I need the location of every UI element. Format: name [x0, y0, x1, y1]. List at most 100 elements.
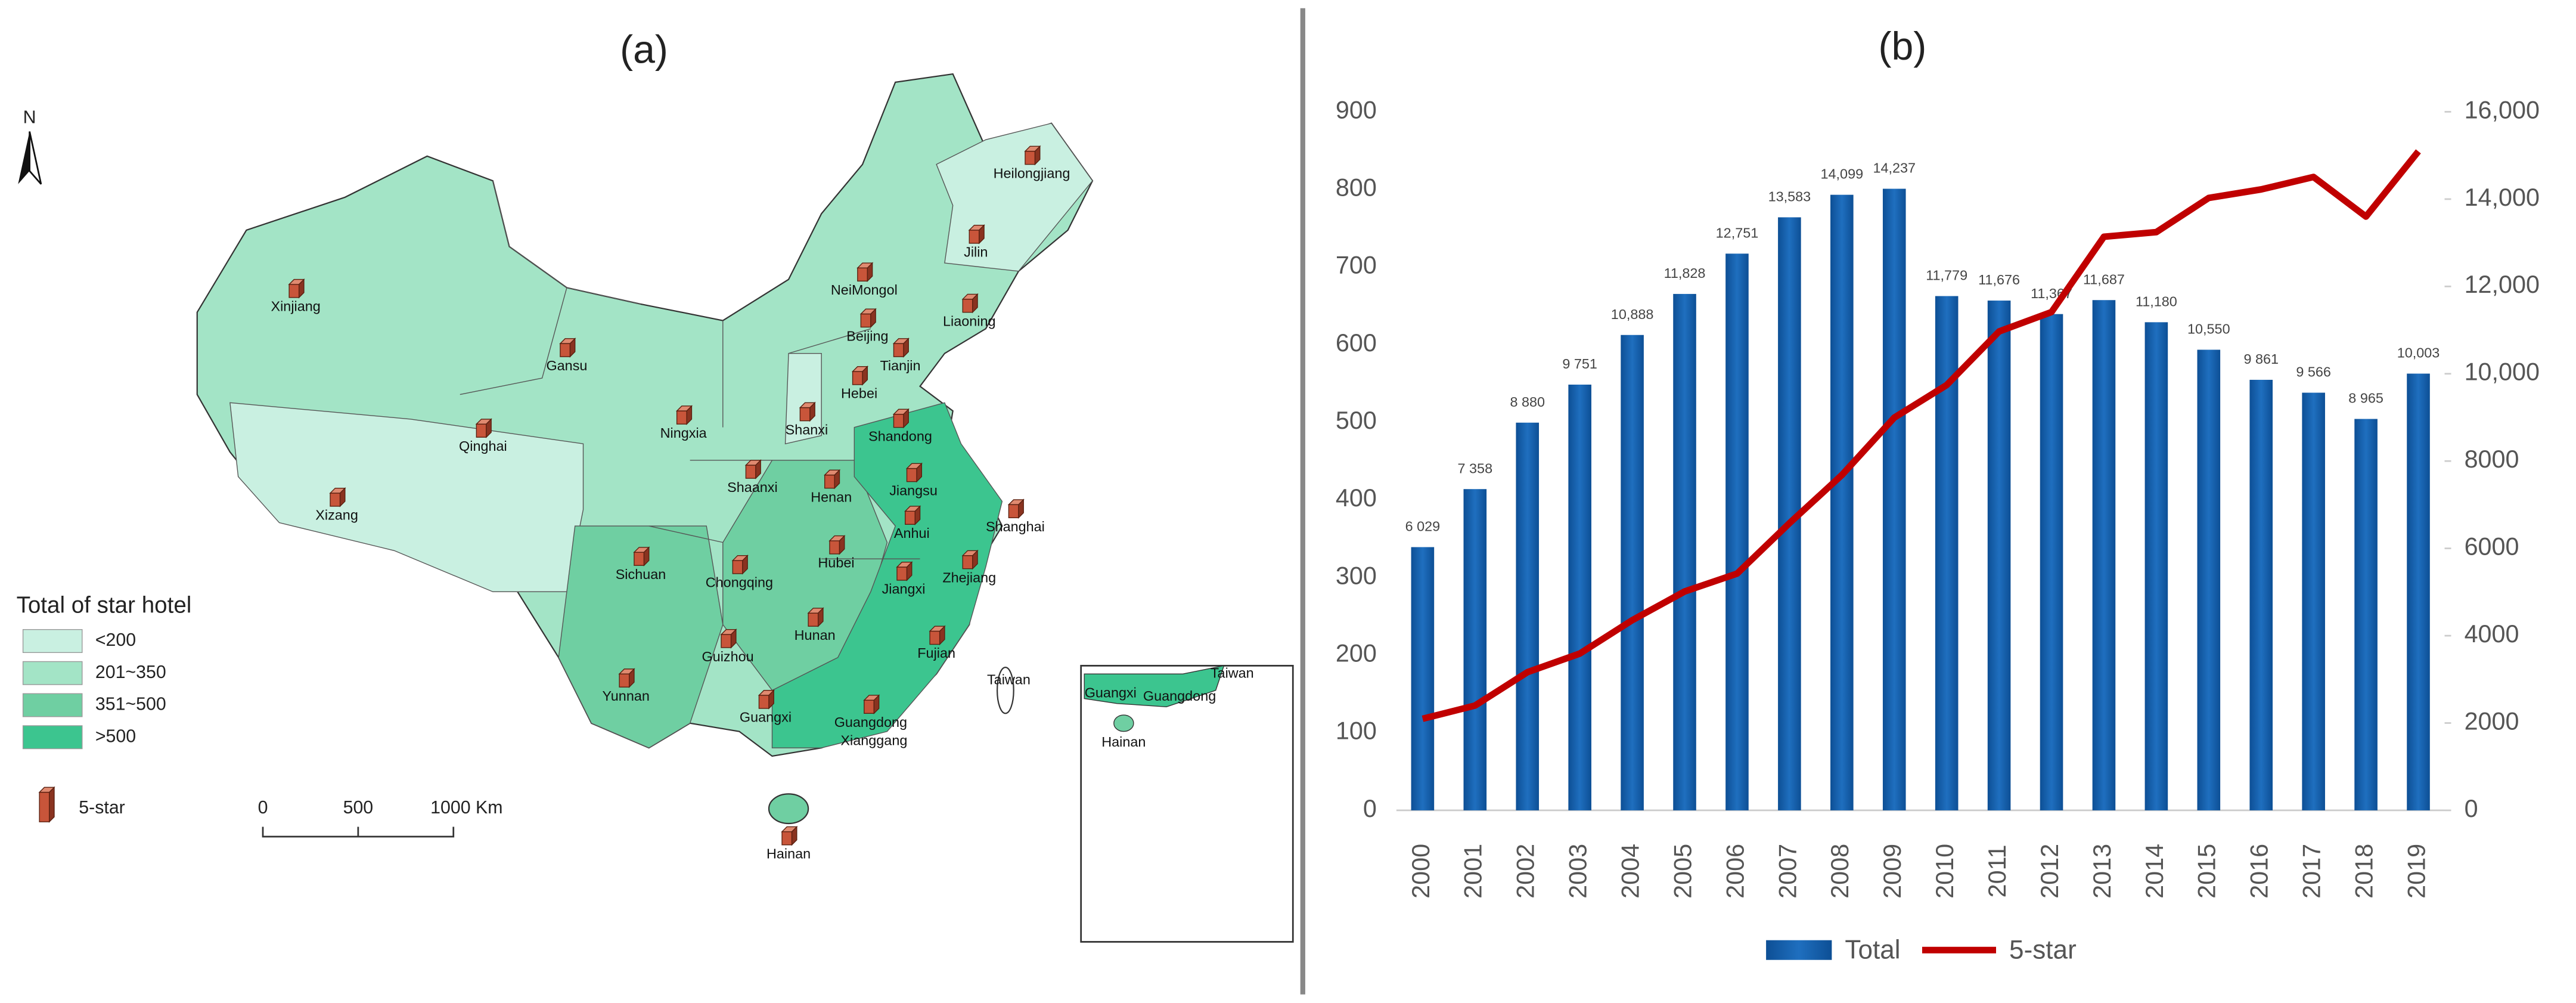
scale-label: 500 [343, 798, 374, 818]
province-label: Anhui [894, 525, 930, 541]
island [997, 667, 1014, 714]
x-tick-label: 2004 [1617, 844, 1644, 899]
five-star-icon [791, 825, 797, 846]
legend-label: <200 [95, 630, 136, 650]
province-label: Jiangxi [882, 581, 926, 597]
panel-title: (a) [620, 28, 668, 72]
bar [1621, 335, 1644, 810]
province-label: Hainan [766, 846, 811, 862]
five-star-icon [476, 423, 487, 438]
y-tick-label: 700 [1336, 252, 1377, 279]
five-star-icon [486, 418, 492, 438]
y-tick-label: 500 [1336, 407, 1377, 434]
province-label: Xinjiang [271, 299, 320, 314]
province-label: Guangxi [740, 710, 792, 725]
five-star-icon [569, 338, 576, 358]
province-label: Qinghai [459, 438, 507, 454]
legend-label: 5-star [79, 798, 125, 818]
legend-swatch [22, 661, 83, 685]
bar [2092, 300, 2116, 810]
five-star-icon [893, 343, 904, 357]
bar [2144, 322, 2168, 810]
bar [1882, 188, 1906, 810]
province-label: Zhejiang [942, 569, 996, 585]
province-label: Shaanxi [727, 479, 778, 495]
y-tick-label: 0 [1363, 795, 1377, 822]
five-star-icon [839, 534, 845, 555]
five-star-icon [903, 408, 909, 429]
five-star-icon [676, 410, 687, 425]
legend-label: 5-star [2009, 936, 2077, 965]
value-label: 14,237 [1873, 160, 1916, 176]
five-star-icon [758, 695, 769, 709]
five-star-icon [867, 262, 873, 283]
five-star-icon [860, 313, 871, 328]
region [558, 525, 724, 748]
five-star-icon [969, 230, 980, 244]
value-label: 10,003 [2397, 345, 2440, 361]
five-star-icon [896, 566, 908, 581]
five-star-icon [979, 224, 985, 244]
province-label: Hebei [841, 386, 877, 401]
value-label: 10,550 [2187, 321, 2230, 337]
x-tick-label: 2015 [2193, 844, 2221, 899]
province-label: Xianggang [840, 732, 907, 748]
scale-label: 1000 Km [430, 798, 502, 818]
inset-label: Taiwan [1211, 665, 1254, 680]
province-label: Tianjin [880, 358, 920, 373]
y2-tick-label: 2000 [2465, 707, 2519, 735]
scale-label: 0 [258, 798, 268, 818]
province-label: Jiangsu [889, 482, 938, 498]
province-label: Shanxi [786, 422, 828, 437]
five-star-icon [643, 546, 650, 566]
five-star-icon [1034, 145, 1041, 166]
province-label: Chongqing [706, 575, 773, 590]
bar [2302, 392, 2325, 810]
province-label: Hubei [818, 555, 854, 571]
province-label: Heilongjiang [994, 165, 1070, 181]
five-star-icon [629, 668, 635, 688]
province-label: Xizang [315, 507, 358, 523]
y2-tick-label: 16,000 [2465, 96, 2540, 123]
x-tick-label: 2019 [2403, 844, 2430, 899]
five-star-icon [686, 405, 693, 425]
five-star-icon [972, 293, 978, 314]
five-star-icon [873, 694, 880, 714]
x-tick-label: 2001 [1460, 844, 1487, 899]
value-label: 11,676 [1978, 272, 2020, 287]
value-label: 9 566 [2296, 364, 2331, 380]
bar [1830, 194, 1854, 810]
island [1113, 714, 1134, 732]
five-star-icon [962, 299, 973, 313]
province-label: Ningxia [660, 425, 707, 441]
five-star-icon [619, 673, 630, 688]
five-star-icon [330, 493, 341, 507]
province-label: Liaoning [943, 313, 996, 329]
legend-swatch [22, 693, 83, 717]
province-border [460, 181, 920, 559]
region [229, 402, 584, 593]
y2-tick-label: 6000 [2465, 533, 2519, 561]
province-label: Shandong [868, 428, 932, 444]
five-star-icon [857, 267, 868, 282]
bar [2407, 373, 2430, 810]
legend-label: 351~500 [95, 695, 166, 714]
inset-label: Hainan [1101, 734, 1146, 750]
y-tick-label: 900 [1336, 96, 1377, 123]
x-tick-label: 2007 [1774, 844, 1801, 899]
value-label: 14,099 [1821, 166, 1864, 182]
bar [1725, 253, 1749, 810]
five-star-icon [755, 459, 761, 479]
bar [1463, 489, 1487, 810]
five-star-icon [962, 555, 973, 569]
bar [1987, 301, 2011, 810]
five-star-icon [730, 629, 737, 649]
x-tick-label: 2009 [1879, 844, 1906, 899]
x-tick-label: 2018 [2351, 844, 2378, 899]
line [1422, 149, 2421, 722]
y-tick-label: 400 [1336, 484, 1377, 512]
five-star-icon [745, 465, 756, 479]
five-star-icon [817, 607, 824, 627]
y2-tick-label: 14,000 [2465, 184, 2540, 211]
